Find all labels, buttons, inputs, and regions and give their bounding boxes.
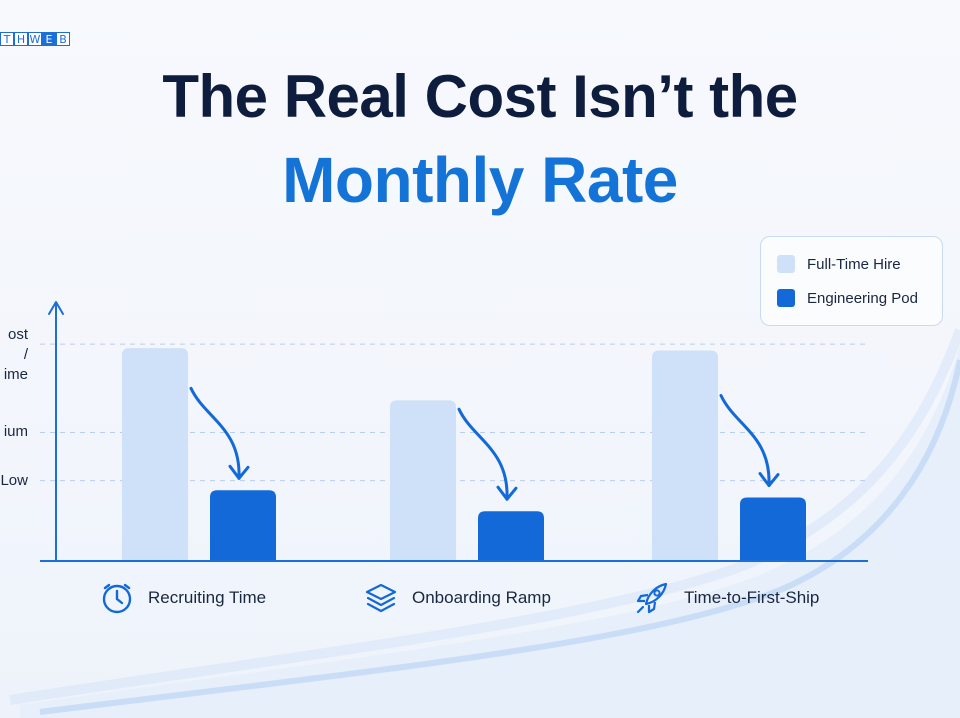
down-arrow-head — [228, 464, 250, 480]
brand-letter: H — [14, 32, 28, 46]
category-label: Onboarding Ramp — [364, 582, 551, 614]
brand-letter: E — [42, 32, 56, 46]
y-tick-label: Low — [0, 471, 28, 489]
y-tick-label: ium — [3, 423, 28, 441]
stopwatch-icon — [102, 583, 132, 614]
layers-icon — [365, 583, 397, 613]
category-label: Recruiting Time — [100, 582, 266, 614]
category-label-text: Onboarding Ramp — [412, 588, 551, 607]
bar-full-time-hire — [652, 350, 718, 561]
down-arrow-head — [758, 472, 780, 488]
brand-letter: B — [56, 32, 70, 46]
y-tick-label: ost / ime — [3, 326, 28, 384]
bar-engineering-pod — [740, 497, 806, 561]
bar-engineering-pod — [210, 490, 276, 561]
brand-letter: T — [0, 32, 14, 46]
down-arrow — [719, 394, 771, 488]
page-title-line-2: Monthly Rate — [282, 144, 678, 216]
bar-engineering-pod — [478, 511, 544, 561]
brand-letter: W — [28, 32, 42, 46]
y-axis-arrowhead — [48, 301, 64, 315]
down-arrow — [189, 386, 241, 480]
legend-label: Full-Time Hire — [807, 255, 901, 273]
legend-label: Engineering Pod — [807, 289, 918, 307]
legend-item-engineering-pod: Engineering Pod — [777, 289, 918, 307]
legend-swatch-engineering-pod — [777, 289, 795, 307]
category-label-text: Recruiting Time — [148, 588, 267, 607]
category-label: Time-to-First-Ship — [634, 582, 819, 614]
chart-legend: Full-Time Hire Engineering Pod — [760, 236, 943, 326]
page-title-line-1: The Real Cost Isn’t the — [162, 63, 798, 130]
legend-swatch-full-time-hire — [777, 255, 795, 273]
brand-logo: T H W E B — [0, 32, 70, 46]
category-label-text: Time-to-First-Ship — [684, 588, 820, 607]
down-arrow-head — [496, 485, 518, 501]
down-arrow — [457, 407, 509, 501]
bar-full-time-hire — [122, 348, 188, 561]
bar-full-time-hire — [390, 400, 456, 561]
legend-item-full-time-hire: Full-Time Hire — [777, 255, 901, 273]
rocket-icon — [636, 582, 668, 614]
